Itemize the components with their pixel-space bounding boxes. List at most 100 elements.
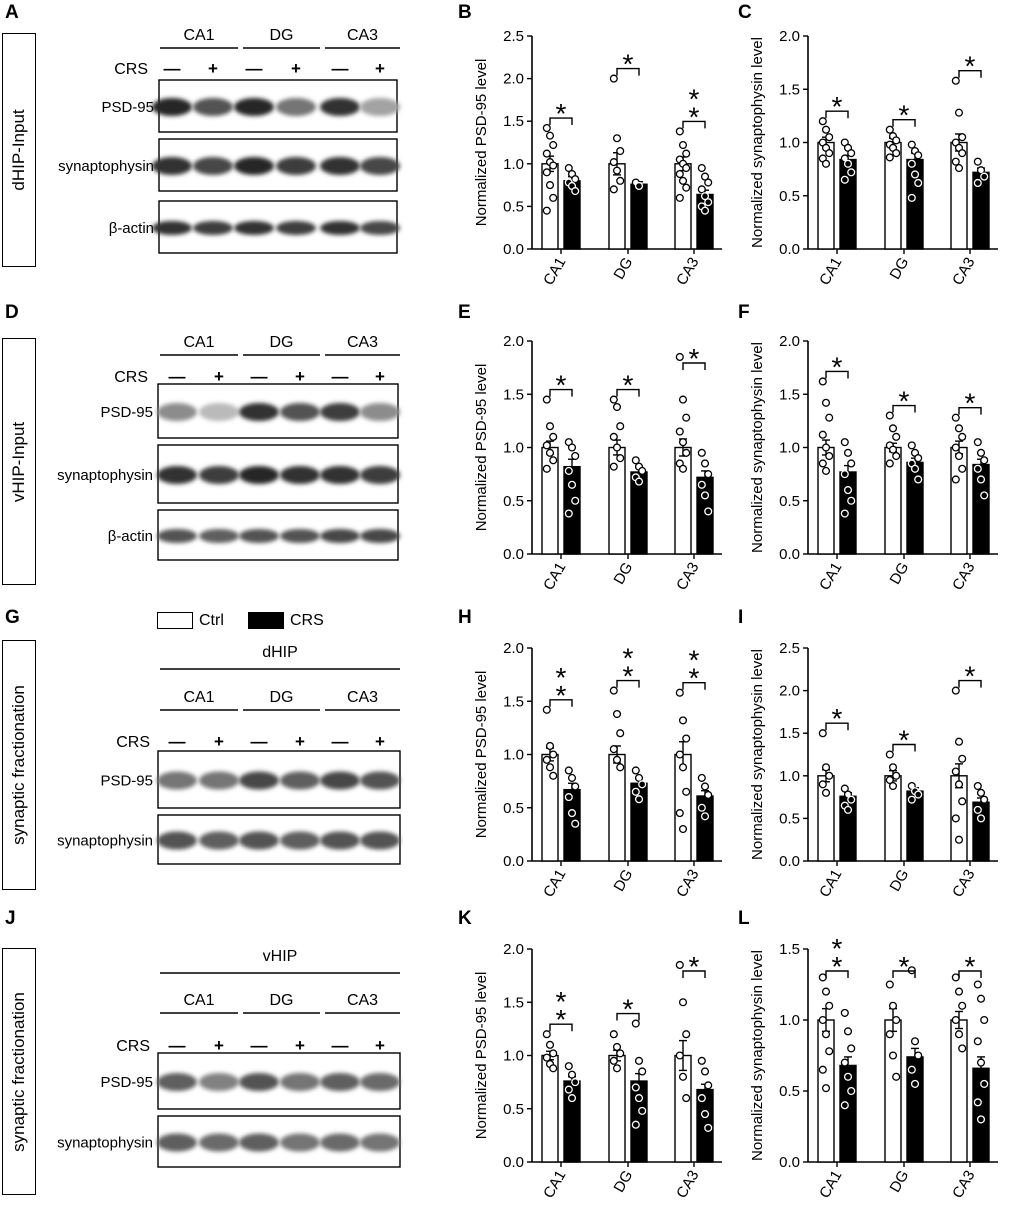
data-point-ctrl bbox=[616, 176, 625, 185]
significance-bracket bbox=[825, 970, 849, 978]
data-point-ctrl bbox=[821, 466, 831, 475]
y-tick-label: 0.0 bbox=[503, 853, 524, 870]
blot-group-label: DG bbox=[270, 334, 294, 351]
y-axis-label: Normalized synaptophysin level bbox=[749, 950, 766, 1161]
data-point-crs bbox=[571, 187, 580, 196]
blot-band bbox=[239, 1133, 279, 1152]
data-point-crs bbox=[571, 782, 580, 791]
blot-band bbox=[276, 221, 316, 235]
data-point-ctrl bbox=[885, 776, 894, 785]
data-point-ctrl bbox=[888, 1001, 898, 1010]
bar-ctrl bbox=[541, 163, 559, 250]
blot-band-label: PSD-95 bbox=[100, 404, 153, 421]
data-point-ctrl bbox=[675, 169, 684, 179]
blot-band bbox=[199, 403, 239, 421]
x-tick-label: CA3 bbox=[949, 560, 978, 594]
data-point-crs bbox=[980, 795, 989, 804]
y-axis-label: Normalized PSD-95 level bbox=[473, 972, 490, 1140]
x-tick-label: DG bbox=[610, 867, 636, 895]
blot-band bbox=[234, 98, 274, 116]
data-point-crs bbox=[840, 784, 849, 793]
blot-sign: + bbox=[375, 732, 385, 751]
significance-star: * bbox=[832, 703, 843, 734]
data-point-crs bbox=[840, 1101, 849, 1110]
significance-star: * bbox=[965, 388, 976, 419]
data-point-crs bbox=[700, 782, 710, 791]
data-point-ctrl bbox=[885, 1030, 894, 1039]
data-point-ctrl bbox=[542, 464, 551, 473]
data-point-crs bbox=[697, 1056, 706, 1065]
blot-band bbox=[157, 466, 197, 484]
x-tick-label: DG bbox=[610, 255, 636, 283]
data-point-crs bbox=[840, 470, 849, 479]
data-point-ctrl bbox=[958, 754, 967, 763]
data-point-ctrl bbox=[609, 1056, 618, 1065]
panel-label-f: F bbox=[738, 302, 750, 323]
data-point-crs bbox=[564, 509, 573, 518]
blot-sign: — bbox=[169, 367, 186, 386]
data-point-crs bbox=[634, 181, 644, 191]
data-point-crs bbox=[843, 448, 853, 457]
data-point-ctrl bbox=[678, 824, 688, 834]
significance-star: * bbox=[832, 951, 843, 982]
significance-star: * bbox=[965, 661, 976, 692]
data-point-crs bbox=[973, 1098, 982, 1107]
blot-band bbox=[360, 466, 400, 484]
significance-bracket bbox=[892, 119, 916, 127]
significance-star: * bbox=[556, 98, 567, 129]
y-axis-label: Normalized synaptophysin level bbox=[749, 649, 766, 860]
blot-band-label: synaptophysin bbox=[57, 1135, 153, 1152]
data-point-crs bbox=[843, 159, 853, 168]
data-point-ctrl bbox=[678, 763, 688, 772]
y-tick-label: 1.5 bbox=[503, 994, 524, 1011]
data-point-crs bbox=[700, 1110, 710, 1119]
data-point-ctrl bbox=[954, 737, 964, 746]
data-point-ctrl bbox=[549, 750, 558, 759]
data-point-ctrl bbox=[892, 136, 901, 145]
data-point-crs bbox=[910, 170, 920, 179]
x-tick-label: DG bbox=[886, 560, 912, 588]
x-tick-label: CA1 bbox=[540, 560, 569, 594]
y-tick-label: 2.0 bbox=[503, 333, 524, 350]
side-label-box-row4: synaptic fractionation bbox=[2, 948, 36, 1195]
panel-label-c: C bbox=[738, 2, 752, 23]
blot-sign: — bbox=[169, 732, 186, 751]
blot-band bbox=[276, 98, 316, 116]
y-tick-label: 0.0 bbox=[503, 546, 524, 563]
y-tick-label: 1.0 bbox=[503, 1048, 524, 1065]
data-point-crs bbox=[571, 496, 580, 505]
blot-d: CA1 DG CA3 CRS — + — + — + PSD-95 synaptophysin β-ac… bbox=[57, 334, 400, 561]
bar-ctrl bbox=[608, 163, 626, 250]
x-tick-label: CA3 bbox=[949, 1168, 978, 1202]
data-point-crs bbox=[697, 773, 706, 782]
blot-band bbox=[360, 771, 400, 790]
data-point-crs bbox=[847, 1086, 856, 1096]
data-point-crs bbox=[847, 496, 856, 505]
y-tick-label: 1.5 bbox=[779, 941, 800, 958]
y-tick-label: 0.5 bbox=[503, 800, 524, 817]
blot-group-label: CA3 bbox=[347, 992, 378, 1009]
data-point-crs bbox=[700, 172, 710, 181]
blot-sign: + bbox=[375, 59, 385, 78]
data-point-ctrl bbox=[885, 459, 894, 468]
data-point-crs bbox=[567, 773, 577, 782]
data-point-crs bbox=[638, 780, 647, 789]
data-point-ctrl bbox=[545, 1040, 555, 1049]
significance-bracket bbox=[616, 1012, 640, 1021]
data-point-crs bbox=[697, 164, 706, 173]
blot-treatment-label: CRS bbox=[114, 369, 148, 386]
chart-f: 0.0 0.5 1.0 1.5 2.0 Normalized synaptophysin … bbox=[749, 333, 998, 593]
data-point-crs bbox=[840, 1058, 849, 1067]
data-point-ctrl bbox=[825, 149, 834, 158]
panel-label-g: G bbox=[5, 607, 20, 628]
data-point-ctrl bbox=[612, 402, 622, 412]
blot-band bbox=[360, 98, 400, 116]
data-point-ctrl bbox=[682, 413, 691, 422]
x-tick-label: DG bbox=[886, 867, 912, 895]
significance-star: * bbox=[689, 645, 700, 676]
y-tick-label: 1.5 bbox=[503, 386, 524, 403]
data-point-ctrl bbox=[885, 411, 894, 420]
blot-band bbox=[199, 1133, 239, 1152]
data-point-crs bbox=[914, 454, 923, 463]
blot-band bbox=[360, 157, 400, 175]
